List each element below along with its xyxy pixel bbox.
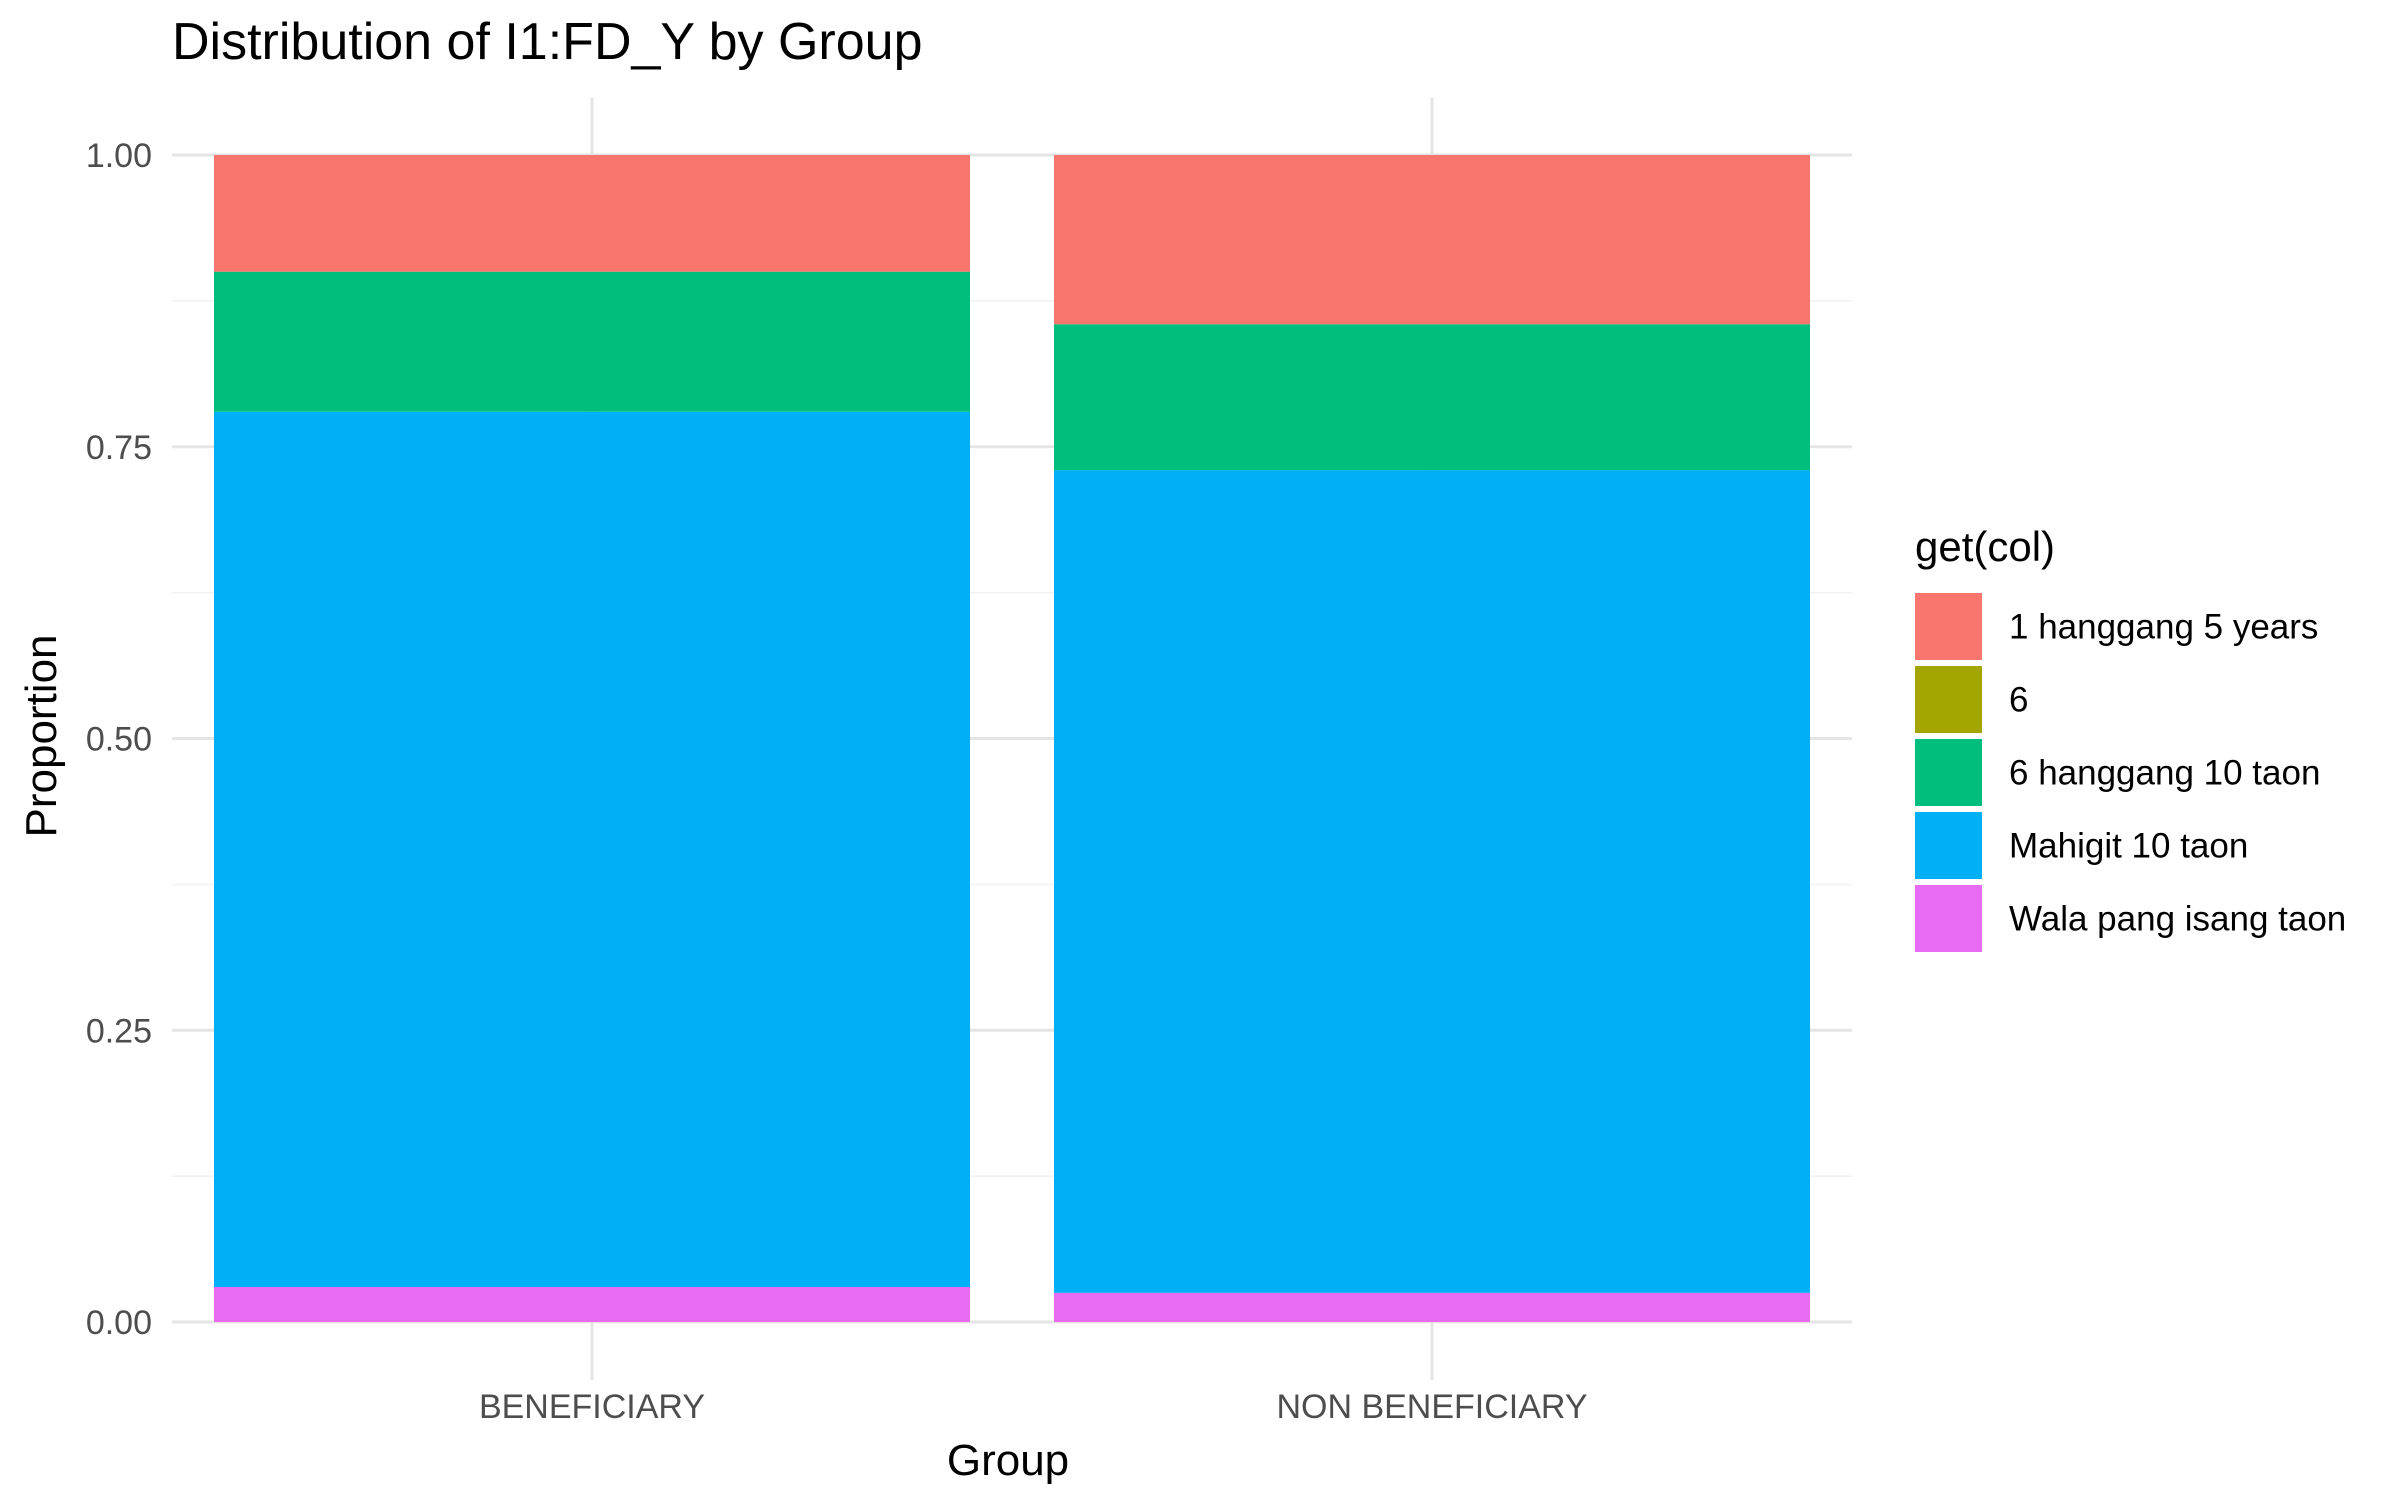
x-axis-ticks: BENEFICIARY NON BENEFICIARY [479, 1388, 1588, 1426]
legend-label: 6 hanggang 10 taon [2009, 754, 2320, 793]
bar-segment [214, 155, 970, 272]
legend: get(col) 1 hanggang 5 years 6 6 hanggang 1… [1915, 523, 2346, 952]
chart-title: Distribution of I1:FD_Y by Group [172, 13, 923, 71]
y-tick-label: 0.75 [86, 429, 152, 467]
legend-key [1915, 593, 1982, 660]
legend-key [1915, 739, 1982, 806]
bar-segment [214, 271, 970, 412]
legend-title: get(col) [1915, 523, 2055, 570]
x-tick-label: BENEFICIARY [479, 1388, 705, 1426]
legend-label: 6 [2009, 681, 2028, 720]
y-tick-label: 0.25 [86, 1012, 152, 1050]
legend-label: Mahigit 10 taon [2009, 827, 2248, 866]
legend-key [1915, 666, 1982, 733]
y-tick-label: 1.00 [86, 137, 152, 175]
legend-key [1915, 885, 1982, 952]
legend-label: Wala pang isang taon [2009, 900, 2346, 939]
bar-segment [214, 411, 970, 1287]
bar-segment [1054, 324, 1810, 471]
y-axis-label: Proportion [17, 634, 66, 837]
bar-segment [1054, 470, 1810, 1293]
bar-segment [1054, 155, 1810, 325]
y-axis-ticks: 0.00 0.25 0.50 0.75 1.00 [86, 137, 152, 1342]
y-tick-label: 0.50 [86, 721, 152, 759]
legend-key [1915, 812, 1982, 879]
bar-segment [1054, 1292, 1810, 1322]
bar-segment [214, 1286, 970, 1322]
legend-label: 1 hanggang 5 years [2009, 608, 2318, 647]
x-tick-label: NON BENEFICIARY [1276, 1388, 1587, 1426]
bars [214, 155, 1810, 1322]
y-tick-label: 0.00 [86, 1304, 152, 1342]
x-axis-label: Group [947, 1436, 1069, 1485]
